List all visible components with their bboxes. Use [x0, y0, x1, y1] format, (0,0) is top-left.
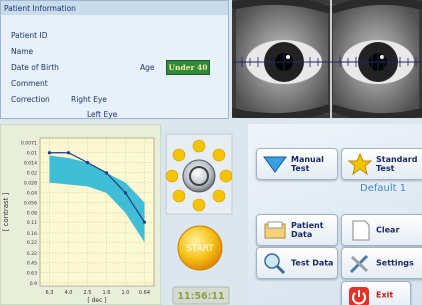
exit-button[interactable]: Exit	[341, 281, 411, 305]
contrast-chart: [ contrast ] [ dec ] 0.0071 0.01 0.014 0.02…	[0, 124, 161, 305]
x-tick-label: 4.0	[65, 290, 73, 296]
y-tick-label: 0.056	[24, 200, 37, 206]
clear-button[interactable]: Clear	[341, 214, 422, 246]
field-label: Age	[140, 63, 155, 72]
y-tick-label: 0.08	[27, 211, 37, 217]
start-label: START	[186, 244, 214, 254]
clock: 11:56:11	[177, 291, 224, 302]
age-select[interactable]: Under 40	[166, 60, 210, 75]
test-data-button[interactable]: Test Data	[256, 247, 338, 279]
y-tick-label: 0.32	[27, 251, 37, 257]
y-tick-label: 0.22	[27, 240, 37, 246]
result-point	[67, 151, 70, 154]
y-tick-label: 0.63	[27, 270, 37, 276]
y-tick-label: 0.9	[30, 281, 37, 287]
field-label: Name	[11, 47, 33, 56]
result-point	[124, 191, 127, 194]
y-axis-label: [ contrast ]	[2, 192, 10, 231]
patient-panel: Patient Information Patient ID Name Date…	[0, 0, 229, 119]
icon	[347, 153, 373, 175]
icon	[262, 252, 288, 274]
field-label: Right Eye	[71, 95, 107, 104]
button-label: Test Data	[291, 259, 335, 268]
x-tick-label: 1.6	[103, 290, 111, 296]
y-tick-label: 0.11	[27, 220, 37, 226]
y-tick-label: 0.014	[24, 160, 37, 166]
y-tick-label: 0.16	[27, 231, 37, 237]
button-label: Manual Test	[291, 155, 335, 173]
reflection	[286, 55, 290, 59]
icon	[347, 219, 373, 241]
field-label: Left Eye	[87, 110, 117, 119]
panel-title: Patient Information	[4, 4, 76, 13]
field-label: Patient ID	[11, 31, 48, 40]
button-label: Clear	[376, 226, 420, 235]
patient-data-button[interactable]: Patient Data	[256, 214, 338, 246]
button-label: Settings	[376, 259, 420, 268]
x-tick-label: 0.64	[139, 290, 150, 296]
y-tick-label: 0.02	[27, 171, 37, 177]
y-tick-label: 0.45	[27, 261, 37, 267]
preset-label: Default 1	[360, 183, 406, 194]
icon	[347, 252, 373, 274]
field-label: Date of Birth	[11, 63, 59, 72]
y-tick-label: 0.028	[24, 180, 37, 186]
button-label: Standard Test	[376, 155, 420, 173]
result-point	[105, 171, 108, 174]
x-axis-label: [ dec ]	[87, 297, 106, 304]
x-tick-label: 6.3	[46, 290, 54, 296]
manual-test-button[interactable]: Manual Test	[256, 148, 338, 180]
y-tick-label: 0.0071	[21, 141, 37, 147]
icon	[262, 219, 288, 241]
icon	[347, 286, 373, 305]
y-tick-label: 0.01	[27, 151, 37, 157]
standard-test-button[interactable]: Standard Test	[341, 148, 422, 180]
y-tick-label: 0.04	[27, 191, 37, 197]
control-column: START 11:56:11	[162, 130, 238, 305]
icon	[262, 153, 288, 175]
x-tick-label: 2.5	[84, 290, 92, 296]
field-label: Correction	[11, 95, 50, 104]
eye-camera	[232, 0, 422, 118]
settings-button[interactable]: Settings	[341, 247, 422, 279]
center-button[interactable]	[183, 160, 215, 192]
result-point	[143, 221, 146, 224]
x-tick-label: 1.0	[122, 290, 130, 296]
screen: Patient Information Patient ID Name Date…	[0, 0, 422, 305]
result-point	[48, 151, 51, 154]
result-point	[86, 161, 89, 164]
field-label: Comment	[11, 79, 48, 88]
reflection	[380, 55, 384, 59]
button-label: Patient Data	[291, 221, 335, 239]
button-label: Exit	[376, 291, 420, 300]
